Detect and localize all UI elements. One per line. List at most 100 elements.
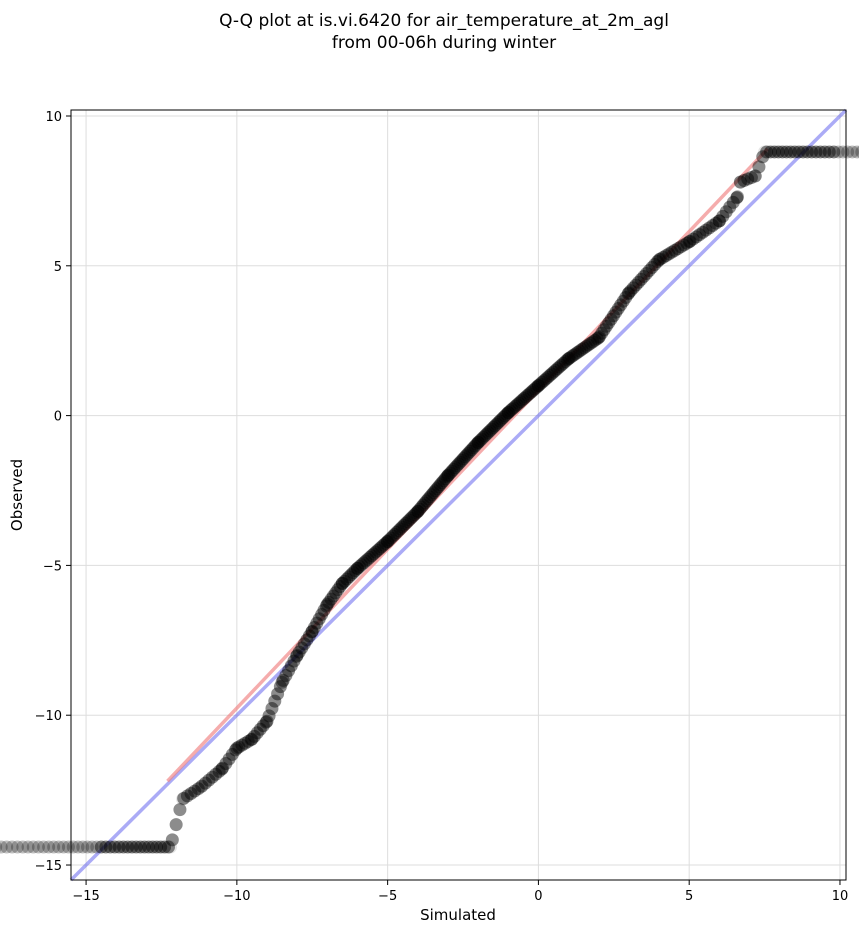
qq-point <box>805 145 819 159</box>
qq-point <box>302 629 316 643</box>
qq-point <box>662 247 676 261</box>
qq-point <box>480 427 494 441</box>
qq-point <box>592 330 606 344</box>
qq-point <box>275 675 289 689</box>
qq-point <box>359 554 373 568</box>
qq-point <box>191 782 205 796</box>
qq-point <box>645 261 659 275</box>
qq-point <box>315 608 329 622</box>
y-axis-ticks: −15 −10 −5 0 5 10 <box>35 110 71 874</box>
qq-point <box>535 375 549 389</box>
qq-point <box>393 522 407 536</box>
qq-point <box>367 547 381 561</box>
qq-point <box>305 625 319 639</box>
qq-point <box>421 492 435 506</box>
qq-point <box>712 214 726 228</box>
qq-point <box>796 145 810 159</box>
qq-point <box>375 540 389 554</box>
qq-point <box>348 564 362 578</box>
qq-point <box>614 298 628 312</box>
qq-point <box>584 336 598 350</box>
qq-point <box>295 641 309 655</box>
qq-point <box>247 729 261 743</box>
qq-point <box>548 363 562 377</box>
qq-point <box>571 345 585 359</box>
qq-point <box>342 570 356 584</box>
qq-point <box>260 714 274 728</box>
qq-point <box>813 145 827 159</box>
qq-point <box>706 219 720 233</box>
qq-point <box>726 195 740 209</box>
qq-point <box>382 533 396 547</box>
qq-point <box>390 526 404 540</box>
qq-point <box>760 145 774 159</box>
qq-point <box>514 395 528 409</box>
qq-point <box>400 515 414 529</box>
qq-point <box>476 430 490 444</box>
qq-point <box>21 840 35 854</box>
qq-point <box>125 840 139 854</box>
qq-point <box>530 380 544 394</box>
qq-point <box>326 589 340 603</box>
qq-point <box>471 435 485 449</box>
qq-point <box>229 743 243 757</box>
qq-point <box>433 478 447 492</box>
qq-point <box>219 757 233 771</box>
qq-point <box>650 254 664 268</box>
qq-point <box>719 205 733 219</box>
qq-point <box>566 348 580 362</box>
qq-point <box>528 382 542 396</box>
qq-point <box>775 145 789 159</box>
qq-point <box>473 434 487 448</box>
qq-point <box>758 145 772 159</box>
qq-point <box>90 840 104 854</box>
qq-point <box>353 560 367 574</box>
qq-point <box>61 840 75 854</box>
qq-point <box>99 840 113 854</box>
x-tick-label: −15 <box>72 889 99 904</box>
y-tick-label: −10 <box>35 709 62 724</box>
qq-point <box>784 145 798 159</box>
qq-point <box>818 145 832 159</box>
qq-point <box>262 709 276 723</box>
qq-point <box>447 462 461 476</box>
qq-point <box>180 789 194 803</box>
qq-point <box>642 264 656 278</box>
qq-point <box>788 145 802 159</box>
qq-point <box>402 513 416 527</box>
qq-point <box>550 362 564 376</box>
qq-point <box>129 840 143 854</box>
reference-lines <box>69 108 848 882</box>
qq-point <box>597 323 611 337</box>
qq-point <box>215 761 229 775</box>
qq-point <box>564 350 578 364</box>
qq-point <box>488 419 502 433</box>
qq-point <box>507 401 521 415</box>
qq-point <box>381 534 395 548</box>
qq-point <box>108 840 122 854</box>
qq-point <box>184 786 198 800</box>
qq-point <box>212 764 226 778</box>
qq-point <box>845 145 859 159</box>
qq-point <box>445 464 459 478</box>
qq-point <box>602 316 616 330</box>
qq-point <box>696 225 710 239</box>
qq-point <box>215 762 229 776</box>
qq-point <box>451 457 465 471</box>
qq-point <box>609 305 623 319</box>
qq-point <box>297 637 311 651</box>
qq-point <box>629 278 643 292</box>
plot-frame <box>70 109 847 881</box>
qq-point <box>177 791 191 805</box>
qq-point <box>461 446 475 460</box>
qq-point <box>322 595 336 609</box>
qq-point <box>562 352 576 366</box>
qq-point <box>329 586 343 600</box>
x-tick-label: −5 <box>378 889 397 904</box>
qq-point <box>142 840 156 854</box>
qq-point <box>501 406 515 420</box>
qq-point <box>665 245 679 259</box>
qq-point <box>733 175 747 189</box>
qq-point <box>604 312 618 326</box>
qq-point <box>94 840 108 854</box>
